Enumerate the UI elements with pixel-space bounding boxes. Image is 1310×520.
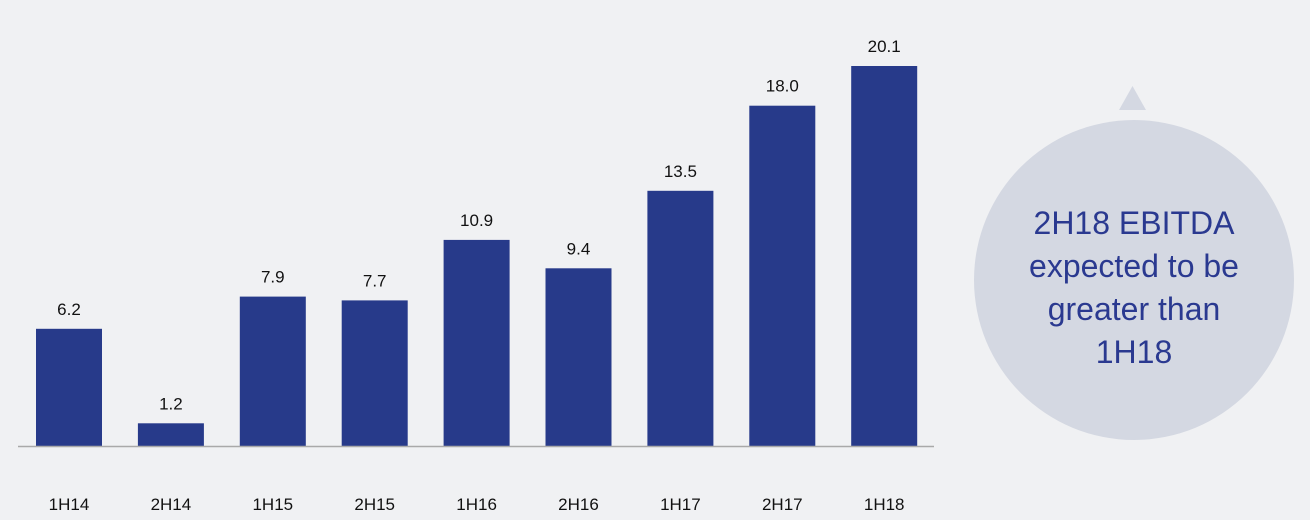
bar-2h15 [341,300,408,446]
x-tick-label-1h17: 1H17 [660,495,701,514]
bar-1h14 [36,328,102,446]
callout-line-2: expected to be [1029,248,1239,284]
x-tick-label-1h14: 1H14 [49,495,90,514]
value-label-1h18: 20.1 [868,37,901,56]
bar-1h17 [647,190,714,446]
value-label-2h17: 18.0 [766,77,799,96]
value-label-1h16: 10.9 [460,211,493,230]
x-tick-label-1h16: 1H16 [456,495,497,514]
x-tick-label-1h15: 1H15 [252,495,293,514]
value-label-2h16: 9.4 [567,239,591,258]
bar-2h17 [749,105,816,446]
value-label-1h14: 6.2 [57,300,81,319]
bar-1h15 [239,296,306,446]
bar-chart: 6.2 1H14 1.2 2H14 7.9 1H15 7.7 2H15 10.9 1H16 9.4 2… [18,37,934,514]
callout-line-3: greater than [1048,291,1221,327]
callout-arrow-icon [1119,86,1146,110]
bar-2h14 [137,423,204,446]
value-label-2h14: 1.2 [159,394,183,413]
value-label-2h15: 7.7 [363,271,387,290]
callout-line-1: 2H18 EBITDA [1034,205,1236,241]
x-tick-label-2h17: 2H17 [762,495,803,514]
bar-2h16 [545,268,612,446]
x-tick-label-2h16: 2H16 [558,495,599,514]
value-label-1h17: 13.5 [664,162,697,181]
callout-circle [974,120,1294,440]
callout-line-4: 1H18 [1096,334,1173,370]
bar-1h18 [851,66,918,446]
x-tick-label-2h15: 2H15 [354,495,395,514]
x-tick-label-1h18: 1H18 [864,495,905,514]
value-label-1h15: 7.9 [261,268,285,287]
x-tick-label-2h14: 2H14 [151,495,192,514]
bar-1h16 [443,239,510,446]
